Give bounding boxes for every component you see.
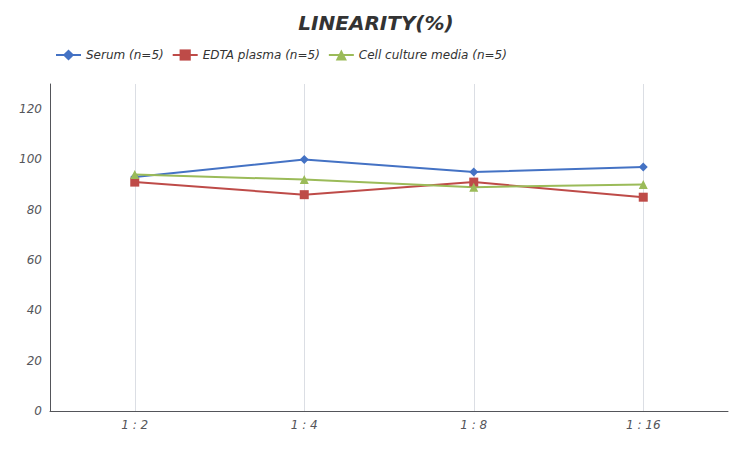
svg-text:1 : 8: 1 : 8 (460, 418, 487, 432)
svg-text:EDTA plasma (n=5): EDTA plasma (n=5) (203, 48, 320, 62)
svg-text:120: 120 (19, 102, 42, 116)
svg-text:Serum (n=5): Serum (n=5) (86, 48, 164, 62)
svg-text:1 : 2: 1 : 2 (121, 418, 148, 432)
svg-text:Cell culture media (n=5): Cell culture media (n=5) (359, 48, 507, 62)
svg-text:80: 80 (27, 203, 43, 217)
svg-text:20: 20 (27, 354, 43, 368)
svg-text:1 : 4: 1 : 4 (291, 418, 318, 432)
svg-text:100: 100 (19, 152, 42, 166)
svg-text:40: 40 (27, 303, 43, 317)
svg-text:0: 0 (34, 404, 42, 418)
svg-text:LINEARITY(%): LINEARITY(%) (298, 11, 453, 35)
svg-text:60: 60 (27, 253, 43, 267)
svg-text:1 : 16: 1 : 16 (626, 418, 661, 432)
